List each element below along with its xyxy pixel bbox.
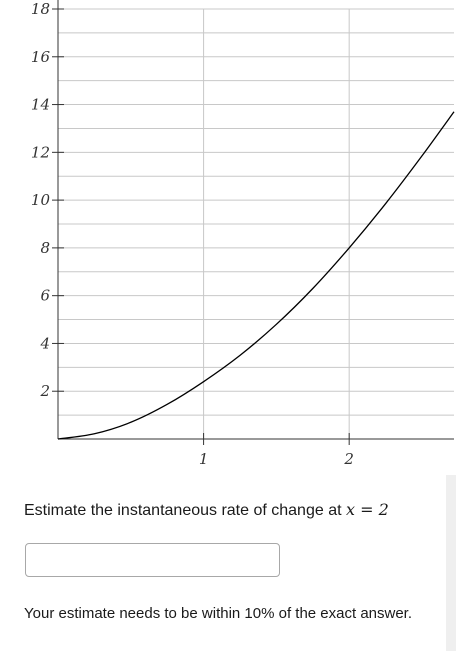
question-prompt: Estimate the instantaneous rate of chang…	[24, 500, 389, 520]
function-curve	[57, 111, 455, 440]
tolerance-note: Your estimate needs to be within 10% of …	[24, 605, 413, 622]
y-tick-label: 18	[31, 0, 50, 18]
x-tick-label: 1	[199, 450, 209, 468]
math-expression: x = 2	[346, 500, 389, 519]
tick-marks	[52, 8, 350, 445]
y-tick-label: 12	[31, 143, 50, 161]
y-tick-label: 8	[40, 239, 50, 257]
prompt-text: Estimate the instantaneous rate of chang…	[24, 502, 342, 519]
y-tick-label: 16	[31, 48, 51, 66]
axes	[57, 0, 454, 440]
y-tick-label: 6	[40, 287, 50, 305]
y-tick-label: 4	[39, 334, 50, 352]
y-tick-label: 10	[31, 191, 51, 209]
y-tick-label: 14	[31, 96, 50, 114]
answer-input[interactable]	[25, 543, 280, 577]
y-tick-label: 2	[39, 382, 50, 400]
grid	[58, 8, 454, 439]
x-tick-label: 2	[343, 450, 354, 468]
series	[57, 111, 455, 440]
scrollbar-track[interactable]	[446, 475, 456, 651]
